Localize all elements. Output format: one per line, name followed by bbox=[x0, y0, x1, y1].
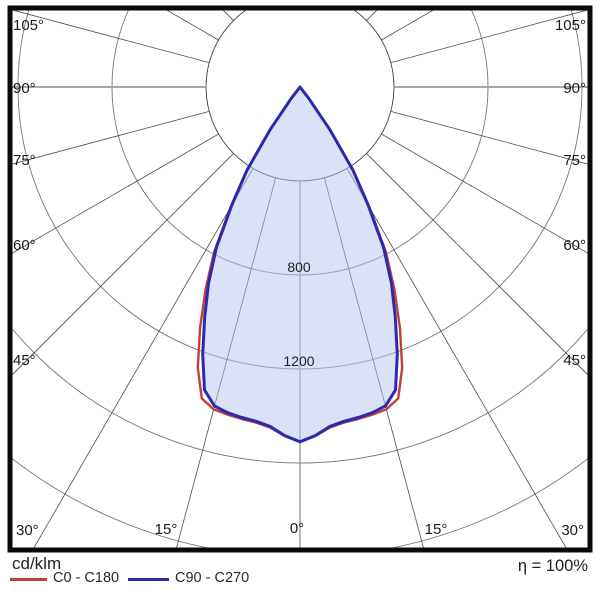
svg-text:45°: 45° bbox=[13, 352, 36, 369]
angle-labels: 105° 90° 75° 60° 45° 30° 15° 0° 15° 30° 45° 60° 75° 9… bbox=[13, 17, 586, 539]
legend-swatch-c0-c180 bbox=[10, 578, 47, 581]
efficiency-label: η = 100% bbox=[517, 557, 588, 575]
svg-text:45°: 45° bbox=[563, 352, 586, 369]
svg-text:800: 800 bbox=[287, 259, 311, 275]
polar-intensity-chart: 800 1200 105° 90° 75° 60° 45° 30° 15° 0° 15° 30° 45… bbox=[7, 5, 593, 553]
legend: C0 - C180 C90 - C270 bbox=[0, 569, 600, 591]
svg-text:60°: 60° bbox=[563, 237, 586, 254]
svg-text:75°: 75° bbox=[563, 152, 586, 169]
svg-text:60°: 60° bbox=[13, 237, 36, 254]
legend-swatch-c90-c270 bbox=[128, 578, 169, 581]
svg-text:15°: 15° bbox=[155, 521, 178, 538]
svg-text:75°: 75° bbox=[13, 152, 36, 169]
svg-text:1200: 1200 bbox=[283, 353, 314, 369]
svg-text:30°: 30° bbox=[561, 522, 584, 539]
svg-text:30°: 30° bbox=[16, 522, 39, 539]
curve-c90-c270 bbox=[201, 85, 399, 444]
svg-text:105°: 105° bbox=[13, 17, 44, 34]
legend-label-c90-c270: C90 - C270 bbox=[175, 570, 250, 586]
svg-text:90°: 90° bbox=[13, 80, 36, 97]
units-label: cd/klm bbox=[12, 554, 62, 573]
svg-text:15°: 15° bbox=[425, 521, 448, 538]
svg-text:105°: 105° bbox=[555, 17, 586, 34]
chart-border bbox=[7, 5, 593, 553]
intensity-curves bbox=[196, 85, 404, 444]
legend-label-c0-c180: C0 - C180 bbox=[53, 570, 120, 586]
svg-text:90°: 90° bbox=[563, 80, 586, 97]
ring-value-labels: 800 1200 bbox=[283, 259, 314, 369]
svg-text:0°: 0° bbox=[290, 520, 304, 537]
